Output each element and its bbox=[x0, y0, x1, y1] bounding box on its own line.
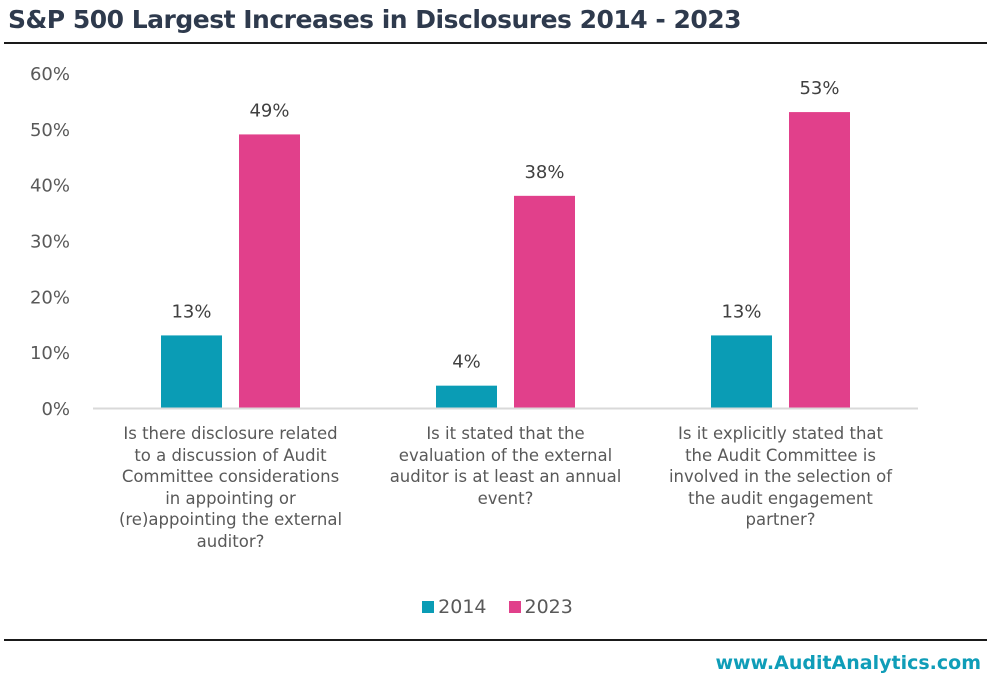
bar-chart: 0% 10% 20% 30% 40% 50% 60% 13% 49% 4% 38% 13% 53% bbox=[30, 64, 918, 420]
category-label-line: involved in the selection of bbox=[668, 467, 893, 486]
data-label-2014-1: 13% bbox=[171, 301, 211, 322]
category-label-line: auditor? bbox=[196, 531, 265, 551]
category-label-line: Is there disclosure related bbox=[123, 424, 338, 443]
category-label-1: Is there disclosure related to a discussi… bbox=[93, 423, 368, 552]
y-tick-label: 40% bbox=[30, 176, 70, 197]
category-label-line: the audit engagement bbox=[688, 488, 873, 508]
category-label-line: to a discussion of Audit bbox=[134, 445, 327, 465]
legend-item-2014: 2014 bbox=[422, 596, 487, 618]
category-label-line: partner? bbox=[745, 510, 816, 529]
data-label-2014-2: 4% bbox=[452, 352, 481, 373]
y-tick-label: 0% bbox=[41, 399, 70, 420]
legend: 2014 2023 bbox=[0, 596, 995, 618]
category-label-line: auditor is at least an annual bbox=[389, 467, 622, 486]
y-tick-label: 50% bbox=[30, 120, 70, 141]
bar-2014-1 bbox=[161, 335, 222, 408]
title-divider bbox=[4, 42, 987, 44]
bar-2023-3 bbox=[789, 112, 850, 408]
footer-divider bbox=[4, 639, 987, 641]
y-tick-label: 20% bbox=[30, 287, 70, 308]
category-label-line: (re)appointing the external bbox=[118, 510, 343, 529]
category-label-line: Committee considerations bbox=[121, 467, 340, 486]
data-label-2023-2: 38% bbox=[524, 162, 564, 183]
category-label-line: Is it stated that the bbox=[426, 424, 585, 443]
bar-2014-2 bbox=[436, 385, 497, 408]
category-label-line: event? bbox=[477, 488, 534, 508]
chart-title: S&P 500 Largest Increases in Disclosures… bbox=[8, 5, 742, 34]
data-label-2014-3: 13% bbox=[721, 301, 761, 322]
data-label-2023-3: 53% bbox=[799, 78, 839, 99]
category-label-line: evaluation of the external bbox=[398, 445, 613, 465]
website-link[interactable]: www.AuditAnalytics.com bbox=[715, 652, 981, 674]
legend-label-2014: 2014 bbox=[438, 596, 487, 618]
legend-swatch-2023 bbox=[508, 601, 521, 613]
category-label-3: Is it explicitly stated that the Audit Co… bbox=[643, 423, 918, 531]
bar-2014-3 bbox=[711, 335, 772, 408]
data-label-2023-1: 49% bbox=[249, 100, 289, 121]
bar-2023-2 bbox=[514, 195, 575, 408]
category-label-line: the Audit Committee is bbox=[685, 445, 876, 465]
legend-label-2023: 2023 bbox=[524, 596, 573, 618]
y-tick-label: 10% bbox=[30, 343, 70, 364]
category-label-line: Is it explicitly stated that bbox=[677, 424, 884, 443]
legend-swatch-2014 bbox=[422, 601, 435, 613]
y-tick-label: 60% bbox=[30, 64, 70, 85]
y-tick-label: 30% bbox=[30, 232, 70, 253]
legend-item-2023: 2023 bbox=[508, 596, 573, 618]
category-label-2: Is it stated that the evaluation of the e… bbox=[368, 423, 643, 509]
bar-2023-1 bbox=[239, 134, 300, 408]
category-label-line: in appointing or bbox=[165, 488, 296, 508]
